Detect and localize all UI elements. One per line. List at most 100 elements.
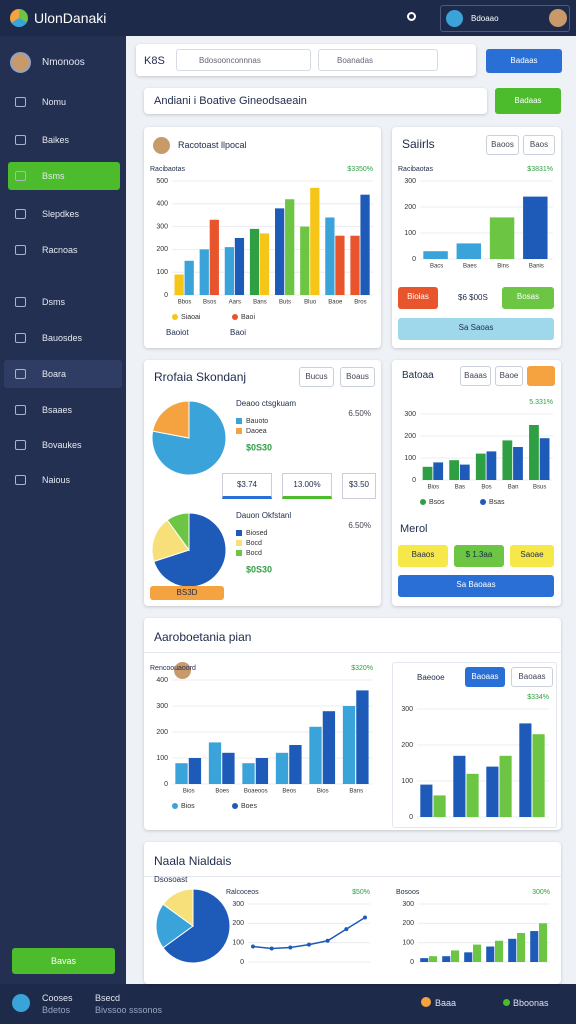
y-tick-label: 200: [404, 204, 416, 211]
bar: [517, 933, 526, 962]
legend-label: Biosed: [246, 530, 268, 537]
bar: [199, 249, 209, 295]
search-field[interactable]: Bdosoonconnnas: [176, 49, 311, 71]
y-tick-label: 300: [402, 901, 414, 908]
legend-swatch: [236, 550, 242, 556]
bar: [259, 233, 270, 295]
nav-item[interactable]: Dsms: [42, 297, 65, 307]
legend-swatch: [236, 428, 242, 434]
y-tick-label: 100: [232, 940, 244, 947]
panel: Aaroboetania pian Rencoouaoord $320% 0 100 2…: [144, 618, 561, 830]
panel-button[interactable]: Bucus: [299, 367, 334, 387]
tab[interactable]: Baeooe: [417, 673, 445, 682]
orange-button[interactable]: Bioias: [398, 287, 438, 309]
bar: [486, 946, 495, 962]
x-tick-label: Bans: [253, 300, 267, 306]
page-title: Andiani i Boative Gineodsaeain: [154, 95, 307, 107]
chart-note: 300%: [532, 889, 550, 896]
nav-item[interactable]: Bsaaes: [42, 405, 73, 415]
bar: [433, 462, 444, 480]
bar: [255, 758, 269, 784]
panel-button[interactable]: Baos: [523, 135, 555, 155]
bar: [175, 763, 188, 784]
legend-label: Bios: [181, 803, 195, 810]
search-icon[interactable]: [407, 12, 416, 21]
bar: [184, 260, 194, 295]
bar: [350, 235, 360, 295]
bar: [356, 690, 369, 784]
sidebar: Nmonoos Bavas Nomu Baikes Bsms Slepdkes Racn…: [0, 36, 126, 984]
nav-item[interactable]: Bovaukes: [42, 440, 82, 450]
bar: [486, 451, 497, 480]
panel-button[interactable]: Baaas: [460, 366, 491, 386]
bar: [532, 734, 545, 817]
tab[interactable]: Baoaas: [511, 667, 553, 687]
chip[interactable]: Baaos: [398, 545, 448, 567]
bar: [429, 956, 438, 962]
pie-slice: [166, 512, 190, 552]
nav-icon: [15, 440, 26, 450]
green-button[interactable]: Bosas: [502, 287, 554, 309]
divider: [144, 652, 561, 653]
nav-item[interactable]: Racnoas: [42, 245, 78, 255]
y-tick-label: 500: [156, 178, 168, 185]
nav-item[interactable]: Nomu: [42, 97, 67, 107]
page-button[interactable]: Badaas: [495, 88, 561, 114]
y-tick-label: 300: [401, 706, 413, 713]
wide-button[interactable]: Sa Baoaas: [398, 575, 554, 597]
x-tick-label: Bluo: [304, 300, 317, 306]
bar: [422, 466, 433, 480]
sidebar-button[interactable]: Bavas: [12, 948, 115, 974]
bar: [433, 795, 446, 817]
panel-button[interactable]: Baoos: [486, 135, 519, 155]
nav-item[interactable]: Bsms: [42, 171, 65, 181]
nav-item[interactable]: Boara: [42, 369, 67, 379]
bar: [322, 711, 336, 784]
user-box[interactable]: Bdoaao: [440, 5, 570, 32]
bar: [420, 958, 429, 962]
x-tick-label: Banis: [529, 264, 544, 270]
legend-label: Bocd: [246, 540, 262, 547]
search-field[interactable]: Boanadas: [318, 49, 438, 71]
tab[interactable]: Baoaas: [465, 667, 505, 687]
nav-item[interactable]: Slepdkes: [42, 209, 80, 219]
bar: [489, 217, 515, 259]
pie-caption: $0S30: [246, 442, 272, 452]
chart-subtitle: Racibaotas: [398, 166, 434, 173]
x-tick-label: Bios: [427, 485, 439, 491]
chart-subtitle: Ralcoceos: [226, 889, 259, 896]
nav-active[interactable]: [8, 162, 120, 190]
bar: [249, 228, 260, 295]
y-tick-label: 400: [156, 201, 168, 208]
nav-item[interactable]: Baikes: [42, 135, 70, 145]
pie-slice: [162, 888, 194, 927]
legend-swatch: [480, 499, 486, 505]
bar: [519, 723, 532, 817]
nav-hover[interactable]: [4, 360, 122, 388]
legend-label: Bauoto: [246, 418, 268, 425]
toolbar-button[interactable]: Badaas: [486, 49, 562, 73]
panel-button[interactable]: Boaus: [340, 367, 375, 387]
footer-stat2: Bboonas: [513, 998, 549, 1008]
point: [325, 938, 330, 943]
nav-item[interactable]: Bauosdes: [42, 333, 83, 343]
panel-button[interactable]: [527, 366, 555, 386]
point: [269, 946, 274, 951]
bar: [495, 940, 504, 962]
wide-button[interactable]: Sa Saoas: [398, 318, 554, 340]
logo: [10, 9, 28, 27]
panel-button[interactable]: Baoe: [495, 366, 523, 386]
bar: [530, 931, 539, 962]
y-tick-label: 200: [401, 742, 413, 749]
chart: Racibaotas $3350% 0 100 200 300 400 500 Bbos Bsos…: [150, 166, 373, 321]
legend-label: Bsos: [429, 499, 445, 506]
bar: [342, 706, 356, 784]
chip[interactable]: Saoae: [510, 545, 554, 567]
bar: [275, 752, 289, 784]
legend-label: Bsas: [489, 499, 505, 506]
nav-item[interactable]: Naious: [42, 475, 71, 485]
bar: [451, 950, 460, 962]
chip[interactable]: $ 1.3aa: [454, 545, 504, 567]
nav-icon: [15, 297, 26, 307]
user-avatar: [446, 10, 463, 27]
